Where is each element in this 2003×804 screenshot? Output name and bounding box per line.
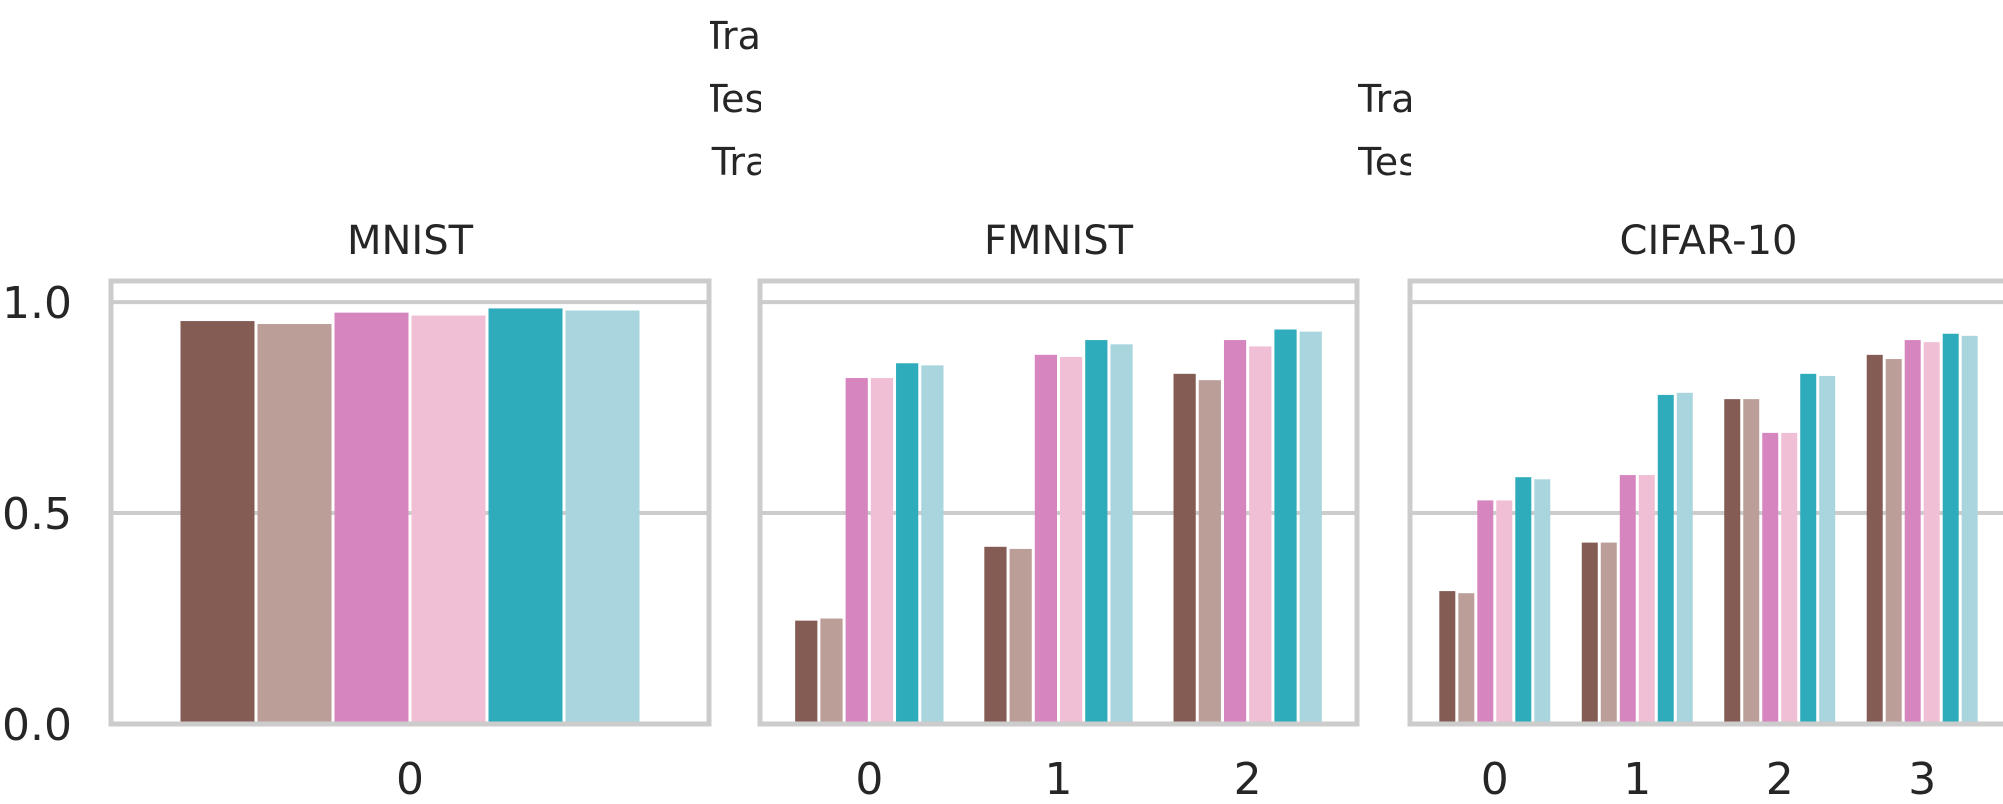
y-tick-label: 1.0 — [2, 278, 72, 329]
panel-frame — [1407, 278, 2003, 727]
bar — [1173, 373, 1196, 724]
y-tick-label: 0.5 — [2, 489, 72, 540]
bar — [984, 546, 1007, 724]
bar — [820, 618, 843, 724]
bar — [1800, 373, 1817, 724]
panel-cifar-10: 0 1 2 3 CIFAR-10 — [1407, 0, 2003, 804]
bar — [1600, 542, 1617, 724]
bar — [1866, 354, 1883, 724]
bar — [1961, 335, 1978, 724]
panel-frame — [757, 278, 1360, 727]
bar — [870, 378, 894, 724]
bar — [1110, 344, 1133, 724]
bar — [1885, 359, 1902, 724]
bar — [896, 363, 919, 724]
bar — [1009, 548, 1032, 724]
bar — [1223, 340, 1247, 724]
bar — [1657, 394, 1674, 724]
bar — [1274, 329, 1297, 724]
bar — [921, 365, 944, 724]
bar — [257, 324, 332, 724]
bar — [180, 321, 255, 724]
bar — [565, 310, 640, 724]
bar — [1198, 380, 1221, 724]
bar — [1619, 475, 1636, 724]
panel-title: MNIST — [347, 218, 474, 264]
bar — [1534, 479, 1551, 724]
bar — [1638, 475, 1655, 724]
panel-fmnist: 0 1 2 FMNIST — [757, 0, 1360, 804]
bar — [1904, 340, 1921, 724]
x-tick-label: 0 — [396, 754, 424, 804]
panel-frame — [108, 278, 712, 727]
bar — [1477, 500, 1494, 724]
bar — [1085, 340, 1108, 724]
bar — [1724, 399, 1741, 724]
y-tick-label: 0.0 — [2, 700, 72, 751]
x-tick-label: 2 — [1766, 754, 1794, 804]
bar — [1439, 591, 1456, 724]
bar — [1299, 331, 1322, 724]
bar — [1942, 333, 1959, 724]
bar — [334, 312, 409, 724]
bar — [1781, 432, 1798, 724]
bar — [1923, 342, 1940, 724]
x-tick-label: 0 — [1481, 754, 1509, 804]
bar — [1581, 542, 1598, 724]
x-tick-label: 0 — [855, 754, 883, 804]
y-axis-ticks: 0.0 0.5 1.0 — [2, 278, 72, 751]
bar — [1249, 346, 1272, 724]
bar — [1458, 593, 1475, 724]
bar — [1743, 399, 1760, 724]
bar — [1515, 477, 1532, 724]
x-tick-label: 1 — [1045, 754, 1073, 804]
x-tick-label: 2 — [1234, 754, 1262, 804]
x-tick-label: 1 — [1623, 754, 1651, 804]
bar — [1819, 375, 1836, 724]
bar — [795, 620, 818, 724]
panel-title: CIFAR-10 — [1620, 218, 1798, 264]
bar — [845, 378, 868, 724]
bar — [1496, 500, 1513, 724]
bar — [1762, 432, 1779, 724]
bar — [1060, 356, 1083, 724]
panel-title: FMNIST — [984, 218, 1134, 264]
x-tick-label: 3 — [1908, 754, 1936, 804]
bar — [411, 315, 486, 724]
bar — [1676, 392, 1693, 724]
bar — [488, 308, 563, 724]
bar — [1034, 354, 1057, 724]
panel-mnist: 0 MNIST — [108, 0, 712, 804]
